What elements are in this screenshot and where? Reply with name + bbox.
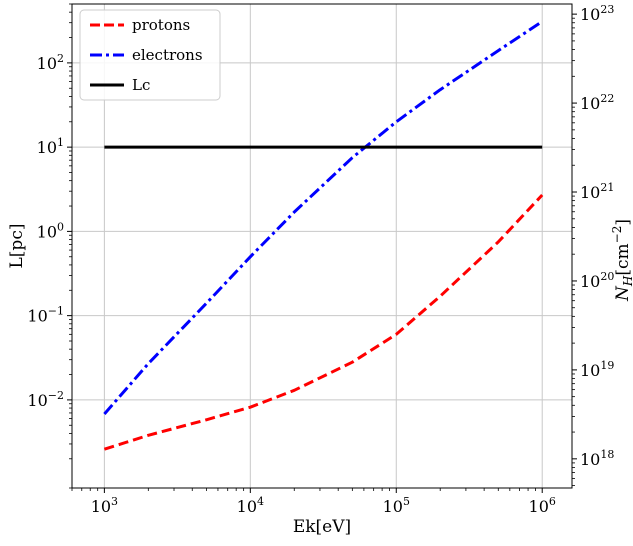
x-tick-label-6: 106 (529, 495, 556, 516)
legend-label-electrons: electrons (132, 46, 203, 64)
grid-lines (72, 4, 572, 488)
y-tick-label-3: 101 (37, 136, 64, 157)
y-tick-label-1: 10−1 (27, 305, 64, 326)
legend-label-protons: protons (132, 16, 190, 34)
legend-box (79, 9, 221, 101)
y-axis-label: L[pc] (7, 224, 27, 269)
series-lines (103, 20, 544, 451)
x-tick-label-5: 105 (383, 495, 410, 516)
series-line-protons (103, 193, 544, 451)
x-tick-label-3: 103 (91, 495, 118, 516)
y-tick-label-2: 100 (37, 220, 64, 241)
y2-axis-label: NH[cm−2] (610, 219, 633, 302)
y2-tick-label-22: 1022 (580, 92, 614, 113)
y2-tick-label-21: 1021 (580, 181, 614, 202)
tick-marks: 103 104 105 106 10−2 10−1 100 101 102 1018 1019 102… (27, 3, 614, 516)
x-axis-label: Ek[eV] (293, 517, 351, 537)
plot-frame (71, 3, 573, 489)
y2-tick-label-19: 1019 (580, 359, 614, 380)
y-tick-label-4: 102 (37, 52, 64, 73)
legend: protons electrons Lc (79, 9, 221, 101)
x-tick-label-4: 104 (237, 495, 264, 516)
series-line-electrons (103, 20, 544, 415)
legend-label-lc: Lc (132, 76, 150, 94)
y2-tick-label-18: 1018 (580, 448, 614, 469)
y2-tick-label-20: 1020 (580, 270, 614, 291)
y-tick-label-0: 10−2 (27, 389, 64, 410)
y2-tick-label-23: 1023 (580, 3, 614, 24)
